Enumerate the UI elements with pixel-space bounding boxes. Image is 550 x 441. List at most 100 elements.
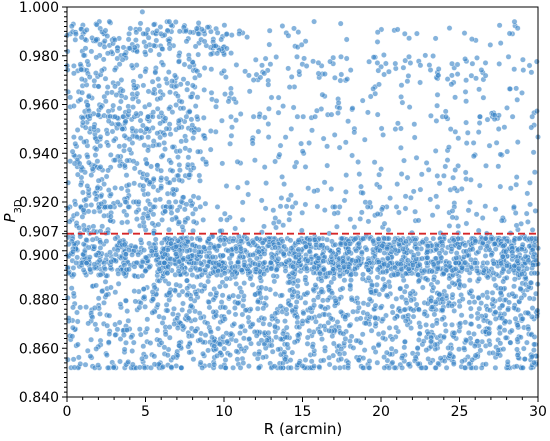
data-point: [244, 179, 250, 186]
data-point: [331, 210, 338, 217]
data-point: [159, 240, 165, 246]
data-point: [223, 31, 230, 37]
data-point: [306, 327, 313, 334]
data-point: [185, 154, 192, 161]
data-point: [176, 28, 183, 35]
data-point: [367, 93, 374, 100]
data-point: [207, 128, 214, 134]
data-point: [119, 87, 126, 94]
data-point: [430, 235, 437, 242]
data-point: [371, 159, 378, 166]
data-point: [101, 299, 107, 306]
data-point: [370, 54, 377, 61]
data-point: [81, 226, 88, 233]
data-point: [271, 363, 278, 370]
data-point: [337, 240, 344, 247]
data-point: [92, 152, 99, 158]
data-point: [131, 288, 138, 294]
data-point: [139, 259, 146, 265]
data-point: [493, 139, 500, 146]
data-point: [71, 134, 77, 140]
data-point: [134, 134, 140, 140]
data-point: [140, 182, 147, 189]
data-point: [249, 281, 256, 288]
data-point: [514, 352, 521, 358]
data-point: [407, 60, 414, 66]
data-point: [341, 277, 348, 284]
data-point: [492, 309, 499, 315]
data-point: [330, 340, 337, 347]
data-point: [280, 222, 287, 229]
data-point: [368, 327, 375, 334]
data-point: [98, 200, 105, 207]
data-point: [188, 295, 194, 302]
data-point: [361, 136, 368, 143]
data-point: [191, 129, 198, 136]
data-point: [446, 275, 453, 282]
data-point: [222, 316, 228, 322]
data-point: [255, 128, 262, 135]
data-point: [189, 122, 196, 129]
data-point: [80, 189, 86, 196]
data-point: [69, 333, 76, 340]
data-point: [154, 327, 161, 334]
data-point: [492, 316, 499, 322]
data-point: [522, 356, 528, 362]
data-point: [294, 314, 301, 321]
data-point: [289, 349, 296, 356]
data-point: [272, 324, 278, 330]
data-point: [365, 267, 372, 273]
data-point: [361, 347, 368, 353]
data-point: [337, 77, 344, 84]
data-point: [130, 339, 137, 346]
data-point: [383, 292, 390, 299]
data-point: [509, 290, 516, 297]
data-point: [203, 159, 209, 165]
data-point: [446, 263, 453, 270]
data-point: [446, 25, 453, 31]
data-point: [304, 289, 311, 296]
data-point: [533, 58, 540, 65]
data-point: [443, 113, 449, 120]
data-point: [340, 258, 346, 265]
data-point: [375, 236, 382, 242]
data-point: [478, 364, 485, 371]
data-point: [163, 301, 170, 308]
data-point: [275, 109, 282, 116]
data-point: [112, 289, 119, 296]
data-point: [351, 129, 358, 136]
data-point: [514, 322, 521, 329]
data-point: [249, 321, 256, 328]
data-point: [345, 118, 351, 125]
data-point: [202, 200, 209, 207]
data-point: [436, 291, 443, 298]
data-point: [121, 346, 128, 353]
data-point: [373, 288, 379, 294]
data-point: [514, 336, 521, 343]
data-point: [221, 345, 228, 352]
data-point: [363, 320, 369, 327]
data-point: [299, 318, 306, 324]
data-point: [331, 204, 338, 210]
data-point: [95, 295, 102, 302]
data-point: [242, 68, 248, 75]
data-point: [175, 268, 182, 275]
data-point: [86, 159, 92, 166]
data-point: [239, 199, 246, 206]
data-point: [277, 142, 284, 149]
data-point: [504, 105, 510, 111]
data-point: [278, 195, 285, 201]
data-point: [137, 237, 144, 243]
data-point: [272, 291, 279, 297]
data-point: [100, 56, 107, 63]
data-point: [185, 343, 192, 350]
data-point: [160, 315, 167, 321]
data-point: [125, 317, 132, 324]
data-point: [209, 334, 215, 341]
data-point: [476, 323, 482, 330]
data-point: [72, 140, 79, 147]
data-point: [522, 253, 529, 260]
data-point: [309, 343, 316, 350]
y-axis-label: P3D: [1, 199, 24, 222]
data-point: [265, 329, 272, 336]
